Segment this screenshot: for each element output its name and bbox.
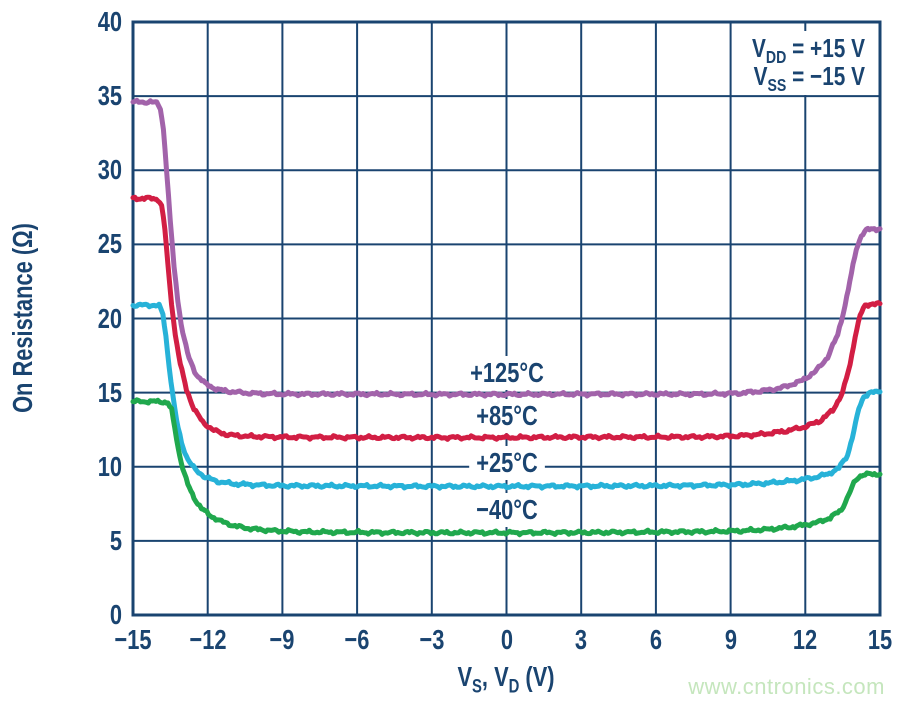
curve-minus40c <box>130 397 883 538</box>
y-tick-label-10: 10 <box>97 450 122 482</box>
x-tick-label-0: 0 <box>500 624 513 655</box>
y-tick-label-0: 0 <box>109 599 122 630</box>
curve-plus85c <box>130 194 883 442</box>
x-title-sub-d: D <box>508 676 520 698</box>
x-tick-label-15: 15 <box>867 624 893 655</box>
y-tick-label-15: 15 <box>97 376 122 408</box>
x-axis-title: VS, VD (V) <box>457 661 555 697</box>
vss-symbol: V <box>753 61 768 91</box>
vdd-symbol: V <box>751 33 766 63</box>
x-tick-label-−15: −15 <box>114 624 152 655</box>
y-tick-label-5: 5 <box>109 524 122 556</box>
y-tick-label-40: 40 <box>97 6 122 37</box>
x-title-unit: (V) <box>519 661 555 692</box>
x-tick-label-−9: −9 <box>269 624 295 655</box>
vss-value: = −15 V <box>786 61 865 91</box>
curve-plus25c <box>130 301 883 491</box>
y-tick-label-25: 25 <box>97 228 122 260</box>
x-title-v2: , V <box>481 661 509 692</box>
curve-plus125c <box>130 97 883 399</box>
annotation-line-vss: VSS = −15 V <box>752 61 865 94</box>
x-title-v1: V <box>457 661 473 692</box>
x-tick-label-9: 9 <box>724 624 737 655</box>
annotation-line-vdd: VDD = +15 V <box>751 33 865 66</box>
x-tick-label-−12: −12 <box>189 624 227 655</box>
curve-label-plus25c: +25°C <box>468 446 545 481</box>
curve-label-plus85c: +85°C <box>468 399 545 434</box>
y-tick-label-20: 20 <box>97 302 122 334</box>
vdd-subscript: DD <box>765 47 787 68</box>
y-axis-title: On Resistance (Ω) <box>7 223 38 413</box>
y-tick-label-35: 35 <box>97 80 122 112</box>
plot-border <box>131 20 882 617</box>
watermark: www.cntronics.com <box>688 674 885 699</box>
x-tick-label-6: 6 <box>649 624 662 655</box>
curve-label-minus40c: −40°C <box>468 492 545 527</box>
vdd-value: = +15 V <box>786 33 865 63</box>
x-tick-label-3: 3 <box>575 624 588 655</box>
y-tick-label-30: 30 <box>97 154 122 186</box>
supply-voltage-annotation: VDD = +15 V VSS = −15 V <box>740 31 868 95</box>
vss-subscript: SS <box>767 75 787 96</box>
x-tick-label-12: 12 <box>793 624 818 655</box>
x-tick-label-−3: −3 <box>419 624 445 655</box>
x-title-sub-s: S <box>472 676 482 698</box>
x-tick-label-−6: −6 <box>344 624 370 655</box>
curve-label-plus125c: +125°C <box>462 356 551 391</box>
